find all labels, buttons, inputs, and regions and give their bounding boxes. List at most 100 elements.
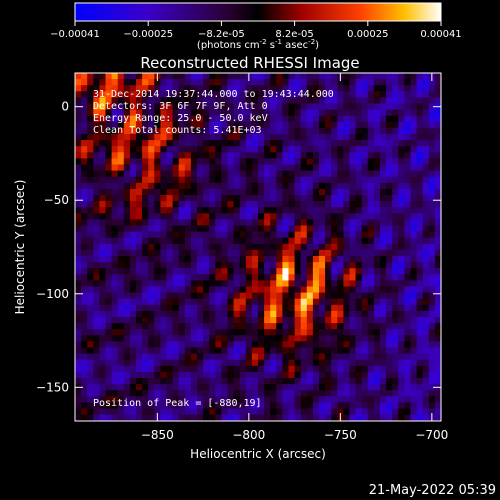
heatmap-cell xyxy=(136,164,143,171)
heatmap-cell xyxy=(434,243,441,251)
heatmap-cell xyxy=(367,304,375,312)
heatmap-cell xyxy=(117,152,125,159)
heatmap-cell xyxy=(178,201,186,208)
heatmap-cell xyxy=(270,231,277,238)
heatmap-cell xyxy=(245,341,253,348)
heatmap-cell xyxy=(428,91,436,98)
heatmap-cell xyxy=(245,384,253,391)
heatmap-cell xyxy=(434,256,441,263)
heatmap-cell xyxy=(136,243,143,251)
heatmap-cell xyxy=(398,127,405,135)
heatmap-cell xyxy=(398,225,405,232)
heatmap-cell xyxy=(300,378,308,385)
heatmap-cell xyxy=(398,243,405,251)
heatmap-cell xyxy=(215,164,222,171)
heatmap-cell xyxy=(136,219,143,226)
heatmap-cell xyxy=(331,91,338,98)
heatmap-cell xyxy=(160,384,167,391)
heatmap-cell xyxy=(111,158,118,165)
heatmap-cell xyxy=(190,384,198,391)
heatmap-cell xyxy=(373,420,381,421)
heatmap-cell xyxy=(422,85,430,92)
heatmap-cell xyxy=(123,237,131,245)
heatmap-cell xyxy=(184,298,192,306)
heatmap-cell xyxy=(312,274,320,281)
heatmap-cell xyxy=(258,420,265,421)
heatmap-cell xyxy=(319,201,326,208)
heatmap-cell xyxy=(87,256,94,263)
heatmap-cell xyxy=(434,365,441,373)
heatmap-cell xyxy=(270,97,277,104)
colorbar-tick-label-3: 8.2e-05 xyxy=(275,29,313,40)
heatmap-cell xyxy=(306,158,314,165)
heatmap-cell xyxy=(136,298,143,306)
heatmap-cell xyxy=(312,323,320,330)
heatmap-cell xyxy=(404,109,411,116)
heatmap-cell xyxy=(184,231,192,238)
heatmap-cell xyxy=(392,323,399,330)
heatmap-cell xyxy=(154,134,161,141)
heatmap-cell xyxy=(245,280,253,287)
heatmap-cell xyxy=(136,420,143,421)
heatmap-cell xyxy=(251,420,259,421)
heatmap-cell xyxy=(325,225,332,232)
heatmap-cell xyxy=(410,152,417,159)
heatmap-cell xyxy=(294,231,301,238)
heatmap-cell xyxy=(148,341,155,348)
heatmap-cell xyxy=(93,207,100,214)
heatmap-cell xyxy=(410,249,417,257)
heatmap-cell xyxy=(178,402,186,409)
heatmap-cell xyxy=(270,164,277,171)
heatmap-cell xyxy=(209,121,216,129)
heatmap-cell xyxy=(197,188,204,196)
heatmap-cell xyxy=(190,335,198,342)
heatmap-cell xyxy=(367,91,375,98)
heatmap-cell xyxy=(331,371,338,379)
heatmap-cell xyxy=(111,396,118,403)
heatmap-cell xyxy=(410,146,417,153)
heatmap-cell xyxy=(154,170,161,177)
heatmap-cell xyxy=(294,298,301,306)
heatmap-cell xyxy=(197,73,204,80)
heatmap-cell xyxy=(428,170,436,177)
heatmap-cell xyxy=(117,109,125,116)
heatmap-cell xyxy=(270,115,277,123)
heatmap-cell xyxy=(373,182,381,190)
heatmap-cell xyxy=(93,396,100,403)
heatmap-cell xyxy=(123,390,131,397)
heatmap-cell xyxy=(331,408,338,415)
heatmap-cell xyxy=(148,420,155,421)
heatmap-cell xyxy=(337,79,344,86)
heatmap-cell xyxy=(105,378,112,385)
heatmap-cell xyxy=(81,176,88,184)
heatmap-cell xyxy=(325,79,332,86)
heatmap-cell xyxy=(184,195,192,202)
heatmap-cell xyxy=(349,274,356,281)
heatmap-cell xyxy=(282,335,289,342)
heatmap-cell xyxy=(160,231,167,238)
heatmap-cell xyxy=(129,195,137,202)
heatmap-cell xyxy=(373,249,381,257)
heatmap-cell xyxy=(306,140,314,147)
heatmap-cell xyxy=(166,268,173,275)
heatmap-cell xyxy=(227,188,234,196)
heatmap-cell xyxy=(416,170,423,177)
heatmap-cell xyxy=(142,384,149,391)
heatmap-cell xyxy=(270,243,277,251)
heatmap-cell xyxy=(215,91,222,98)
heatmap-cell xyxy=(392,329,399,336)
heatmap-cell xyxy=(99,79,106,86)
heatmap-cell xyxy=(129,158,137,165)
heatmap-cell xyxy=(398,310,405,318)
heatmap-cell xyxy=(386,329,393,336)
heatmap-cell xyxy=(270,378,277,385)
heatmap-cell xyxy=(239,85,247,92)
heatmap-cell xyxy=(410,237,417,245)
heatmap-cell xyxy=(166,304,173,312)
heatmap-cell xyxy=(215,225,222,232)
heatmap-cell xyxy=(221,402,228,409)
heatmap-cell xyxy=(245,298,253,306)
heatmap-cell xyxy=(367,219,375,226)
heatmap-cell xyxy=(197,262,204,269)
heatmap-cell xyxy=(87,79,94,86)
